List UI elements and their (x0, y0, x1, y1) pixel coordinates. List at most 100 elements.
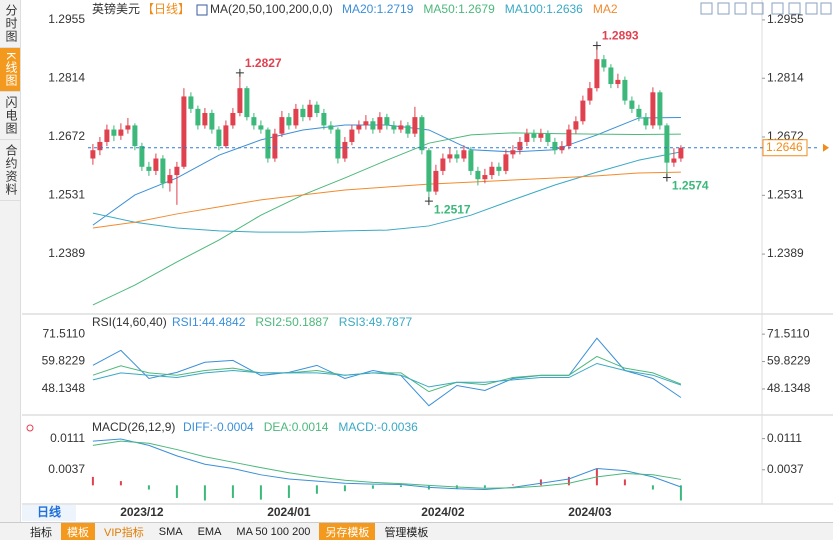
legend-entry: MA50:1.2679 (423, 2, 495, 16)
macd-bar (567, 476, 570, 486)
macd-bar (651, 485, 654, 490)
y-tick-label: 1.2955 (48, 12, 85, 26)
x-tick-label: 2024/02 (421, 505, 465, 519)
icon[interactable] (700, 2, 713, 15)
icon[interactable] (771, 2, 784, 15)
icon[interactable] (788, 2, 801, 15)
tool[interactable]: VIP指标 (104, 526, 144, 539)
candle-body (188, 96, 194, 109)
legend-entry: MA20:1.2719 (342, 2, 414, 16)
y-tick-label-right: 1.2389 (767, 246, 804, 260)
x-tick-label: 2024/01 (267, 505, 311, 519)
candle-body (132, 125, 138, 147)
icon[interactable] (805, 2, 818, 15)
candle-body (356, 125, 362, 130)
y-tick-label-right: 0.0111 (767, 431, 802, 445)
tool[interactable]: EMA (197, 525, 222, 538)
macd-bar (343, 485, 346, 492)
icon[interactable] (717, 2, 730, 15)
line-series (92, 337, 682, 407)
candle-body (90, 150, 96, 159)
candle-body (517, 141, 523, 151)
y-tick-label: 0.0037 (48, 462, 85, 476)
candle-body (475, 170, 481, 180)
tool[interactable]: 另存模板 (319, 522, 376, 540)
x-tick-label: 2024/03 (568, 505, 612, 519)
candle-body (258, 125, 264, 130)
last-price-label: 1.2646 (766, 140, 803, 154)
period-button-bg[interactable] (22, 505, 76, 521)
tool[interactable]: SMA (158, 525, 183, 538)
candle-body (293, 108, 299, 126)
y-tick-label: 1.2389 (48, 246, 85, 260)
period-button[interactable]: 日线 (37, 504, 61, 519)
candle-body (363, 121, 369, 126)
candle-body (370, 121, 376, 130)
candle-body (447, 154, 453, 159)
candle-body (377, 117, 383, 130)
candle-body (405, 125, 411, 134)
tool[interactable]: 模板 (61, 522, 95, 540)
ma-icon[interactable] (196, 4, 208, 16)
macd-bar (315, 485, 318, 494)
y-tick-label-right: 48.1348 (767, 381, 811, 395)
candle-body (545, 133, 551, 142)
candle-body (230, 112, 236, 126)
candle-body (636, 108, 642, 118)
legend-entry: DIFF:-0.0004 (183, 420, 254, 434)
candle-body (125, 125, 131, 130)
tool[interactable]: 指标 (30, 526, 52, 539)
legend-entry: MA2 (593, 2, 618, 16)
candle-body (671, 158, 677, 163)
candle-body (461, 150, 467, 159)
y-tick-label-right: 1.2955 (767, 12, 804, 26)
candle-body (650, 92, 656, 126)
candle-body (104, 129, 110, 142)
tool[interactable]: 管理模板 (384, 526, 429, 539)
candle-body (237, 88, 243, 113)
legend-entry: RSI1:44.4842 (172, 315, 246, 329)
icon[interactable] (734, 2, 747, 15)
candle-body (300, 108, 306, 118)
tab[interactable]: 合约资料 (0, 140, 20, 202)
candle-body (587, 88, 593, 101)
y-tick-label-right: 71.5110 (767, 326, 810, 340)
line-series (92, 132, 681, 306)
candle-body (279, 117, 285, 134)
candle-body (153, 158, 159, 171)
candle-body (552, 141, 558, 151)
legend-entry: RSI3:49.7877 (339, 315, 413, 329)
candle-body (307, 104, 313, 118)
tab-active[interactable]: K线图 (0, 48, 20, 93)
candle-body (146, 166, 152, 171)
macd-icon[interactable] (26, 424, 34, 432)
candle-body (321, 112, 327, 126)
candle-body (216, 129, 222, 147)
line-series (92, 355, 682, 393)
toolbar-icons (700, 2, 832, 15)
candle-body (398, 125, 404, 130)
icon[interactable] (751, 2, 764, 15)
candle-body (489, 166, 495, 176)
indicator: MACD(26,12,9) (92, 420, 175, 434)
tab[interactable]: 闪电图 (0, 92, 20, 141)
macd-bar (203, 485, 206, 501)
x-tick-label: 2023/12 (120, 505, 164, 519)
candle-body (328, 125, 334, 130)
candle-body (454, 154, 460, 159)
symbol: 英镑美元 (92, 1, 140, 16)
candle-body (160, 158, 166, 184)
last-price-box (762, 139, 808, 157)
legend-entry: DEA:0.0014 (264, 420, 329, 434)
candle-body (272, 133, 278, 159)
candle-body (643, 117, 649, 126)
candle-body (419, 117, 425, 151)
macd-bar (399, 485, 402, 488)
icon[interactable] (820, 2, 832, 15)
tool[interactable]: MA 50 100 200 (236, 525, 311, 538)
tab[interactable]: 分时图 (0, 0, 20, 48)
candle-body (426, 150, 432, 192)
macd-bar (287, 485, 290, 498)
macd-bar (623, 479, 626, 486)
